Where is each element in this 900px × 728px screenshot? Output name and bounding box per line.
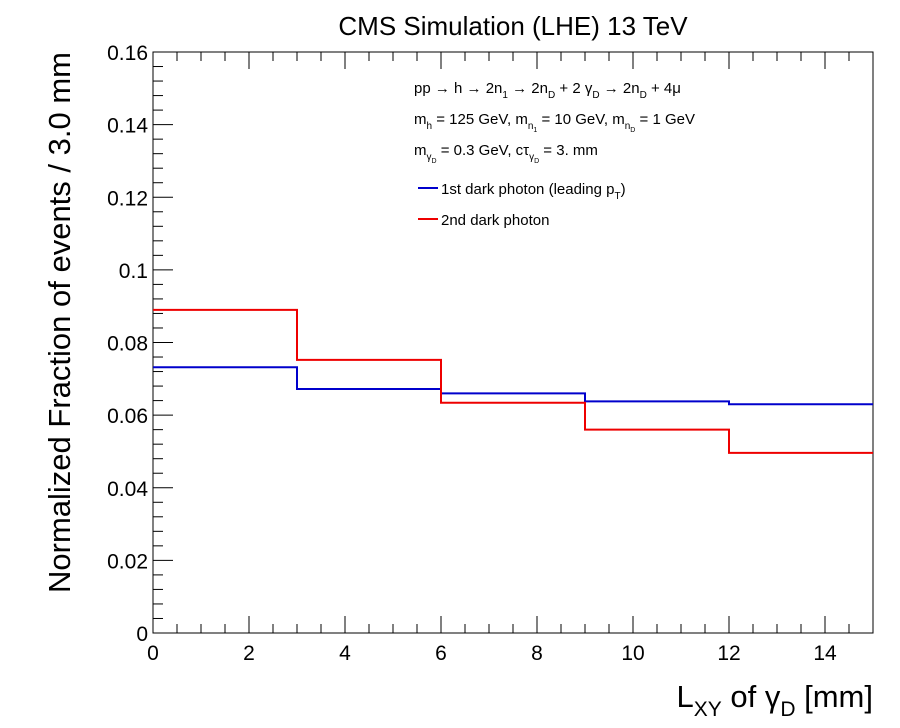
legend-label: 2nd dark photon [441,212,549,229]
x-tick-label: 2 [243,642,255,665]
annotation-line: pp → h → 2n1 → 2nD + 2 γD → 2nD + 4μ [414,80,681,101]
y-tick-label: 0.06 [107,405,148,428]
y-tick-label: 0.12 [107,187,148,210]
legend-label: 1st dark photon (leading pT) [441,181,626,202]
x-tick-label: 10 [621,642,644,665]
y-tick-label: 0.1 [119,260,148,283]
x-tick-label: 8 [531,642,543,665]
y-tick-labels: 0 0.02 0.04 0.06 0.08 0.1 0.12 0.14 0.16 [107,42,148,646]
legend: 1st dark photon (leading pT) 2nd dark pho… [418,181,626,229]
x-tick-labels: 0 2 4 6 8 10 12 14 [147,642,837,665]
series-line [153,366,873,406]
x-axis-title: LXY of γD [mm] [676,679,873,721]
y-tick-label: 0.04 [107,478,148,501]
x-tick-label: 0 [147,642,159,665]
annotations: pp → h → 2n1 → 2nD + 2 γD → 2nD + 4μ mh =… [414,80,695,165]
y-tick-label: 0.08 [107,333,148,356]
x-tick-label: 14 [813,642,837,665]
y-tick-label: 0.14 [107,115,148,138]
x-tick-label: 12 [717,642,740,665]
y-tick-label: 0.02 [107,550,148,573]
x-tick-label: 4 [339,642,351,665]
annotation-line: mγD = 0.3 GeV, cτγD = 3. mm [414,142,598,165]
y-tick-label: 0 [136,623,148,646]
plot-frame [152,51,874,634]
series-group [153,308,873,454]
annotation-line: mh = 125 GeV, mn1 = 10 GeV, mnD = 1 GeV [414,111,695,134]
y-tick-label: 0.16 [107,42,148,65]
y-axis-title: Normalized Fraction of events / 3.0 mm [42,52,77,593]
series-line [153,308,873,454]
x-tick-label: 6 [435,642,447,665]
chart-title: CMS Simulation (LHE) 13 TeV [338,11,688,41]
axis-ticks [152,51,874,634]
